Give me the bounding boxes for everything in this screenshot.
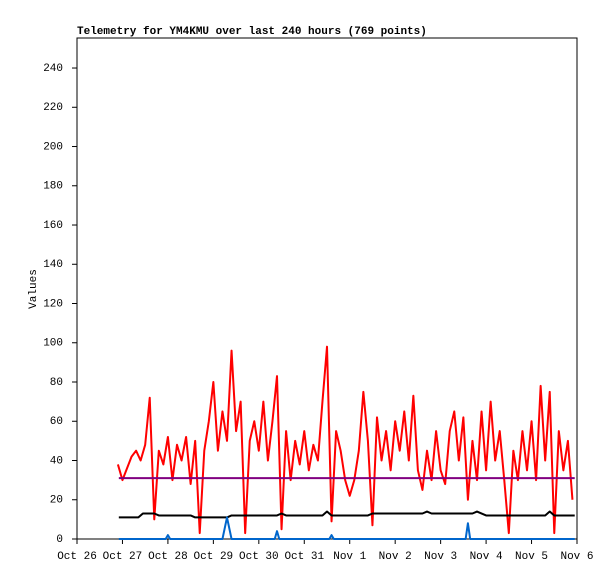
y-axis-label: Values — [28, 269, 40, 309]
x-tick-label: Oct 26 — [57, 551, 97, 563]
y-tick-label: 240 — [43, 63, 63, 75]
series-line — [118, 510, 575, 519]
y-tick-label: 80 — [50, 377, 63, 389]
chart-title: Telemetry for YM4KMU over last 240 hours… — [77, 26, 427, 38]
y-tick-label: 160 — [43, 220, 63, 232]
x-tick-label: Oct 30 — [239, 551, 279, 563]
y-tick-label: 40 — [50, 455, 63, 467]
x-tick-label: Oct 29 — [194, 551, 234, 563]
x-tick-label: Nov 3 — [424, 551, 457, 563]
y-tick-label: 60 — [50, 416, 63, 428]
x-tick-label: Nov 6 — [560, 551, 593, 563]
y-tick-label: 200 — [43, 141, 63, 153]
y-tick-label: 120 — [43, 298, 63, 310]
y-tick-label: 140 — [43, 259, 63, 271]
x-tick-label: Oct 28 — [148, 551, 188, 563]
x-tick-label: Nov 2 — [379, 551, 412, 563]
y-tick-label: 20 — [50, 495, 63, 507]
x-tick-label: Nov 4 — [470, 551, 503, 563]
y-tick-label: 220 — [43, 102, 63, 114]
series-line — [116, 345, 574, 535]
x-tick-label: Nov 5 — [515, 551, 548, 563]
series-line — [118, 516, 575, 540]
y-tick-label: 180 — [43, 181, 63, 193]
x-tick-label: Nov 1 — [333, 551, 366, 563]
x-tick-label: Oct 31 — [284, 551, 324, 563]
y-tick-label: 100 — [43, 338, 63, 350]
y-tick-label: 0 — [56, 534, 63, 546]
x-tick-label: Oct 27 — [103, 551, 143, 563]
